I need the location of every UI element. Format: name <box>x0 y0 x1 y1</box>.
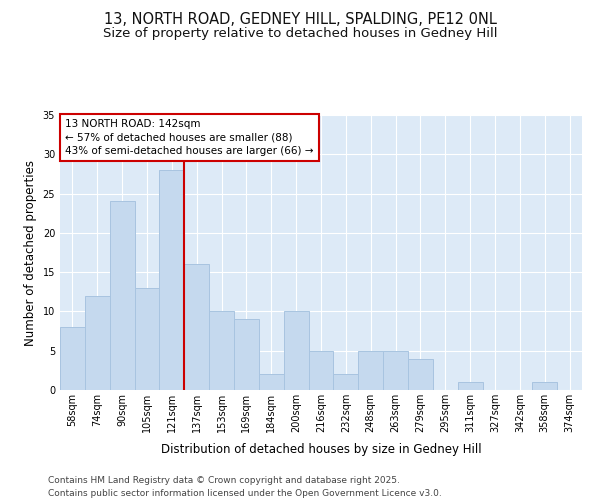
Bar <box>234 320 259 390</box>
Bar <box>259 374 284 390</box>
X-axis label: Distribution of detached houses by size in Gedney Hill: Distribution of detached houses by size … <box>161 444 481 456</box>
Bar <box>532 382 557 390</box>
Bar <box>308 350 334 390</box>
Bar <box>110 202 134 390</box>
Bar <box>334 374 358 390</box>
Bar <box>358 350 383 390</box>
Bar <box>458 382 482 390</box>
Bar <box>284 312 308 390</box>
Text: 13 NORTH ROAD: 142sqm
← 57% of detached houses are smaller (88)
43% of semi-deta: 13 NORTH ROAD: 142sqm ← 57% of detached … <box>65 119 314 156</box>
Text: 13, NORTH ROAD, GEDNEY HILL, SPALDING, PE12 0NL: 13, NORTH ROAD, GEDNEY HILL, SPALDING, P… <box>104 12 496 28</box>
Bar <box>60 327 85 390</box>
Bar <box>134 288 160 390</box>
Bar <box>160 170 184 390</box>
Text: Size of property relative to detached houses in Gedney Hill: Size of property relative to detached ho… <box>103 28 497 40</box>
Text: Contains HM Land Registry data © Crown copyright and database right 2025.
Contai: Contains HM Land Registry data © Crown c… <box>48 476 442 498</box>
Bar <box>85 296 110 390</box>
Bar <box>209 312 234 390</box>
Bar <box>383 350 408 390</box>
Bar <box>184 264 209 390</box>
Bar <box>408 358 433 390</box>
Y-axis label: Number of detached properties: Number of detached properties <box>24 160 37 346</box>
